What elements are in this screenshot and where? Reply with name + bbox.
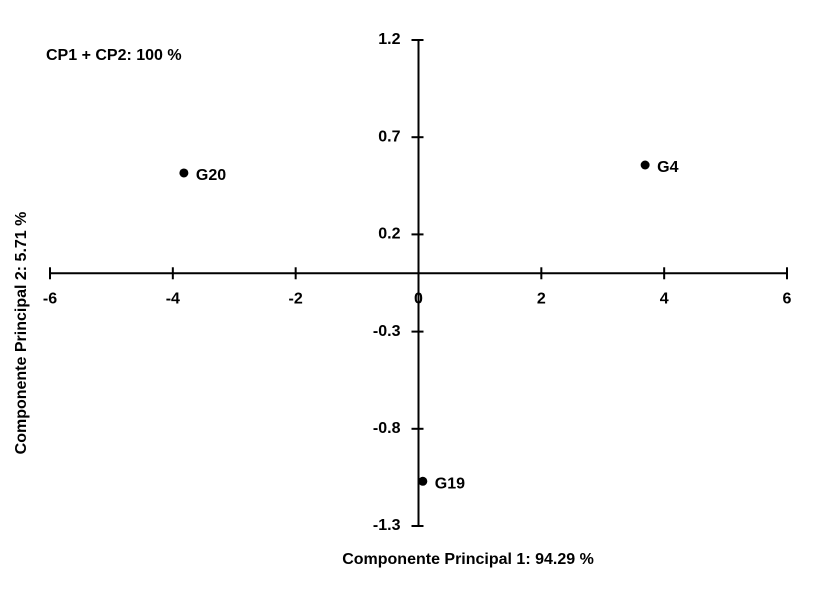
point-label: G20 — [196, 167, 226, 184]
y-tick-label: 0.2 — [378, 226, 400, 243]
y-tick-label: -1.3 — [373, 517, 401, 534]
y-tick-label: -0.8 — [373, 420, 401, 437]
y-tick-label: 1.2 — [378, 31, 400, 48]
x-tick-label: -2 — [289, 290, 303, 307]
point — [418, 476, 428, 486]
x-tick-label: 0 — [414, 290, 423, 307]
y-tick-label: -0.3 — [373, 323, 401, 340]
x-tick-label: -6 — [43, 290, 57, 307]
x-tick-label: -4 — [166, 290, 180, 307]
y-tick-label: 0.7 — [378, 128, 400, 145]
y-axis-title: Componente Principal 2: 5.71 % — [13, 212, 30, 455]
point — [640, 160, 650, 170]
annotation: CP1 + CP2: 100 % — [46, 47, 182, 64]
point-label: G4 — [657, 159, 678, 176]
x-tick-label: 2 — [537, 290, 546, 307]
x-axis-title: Componente Principal 1: 94.29 % — [342, 551, 594, 568]
x-tick-label: 6 — [783, 290, 792, 307]
point — [179, 168, 189, 178]
x-tick-label: 4 — [660, 290, 669, 307]
point-label: G19 — [435, 476, 465, 493]
